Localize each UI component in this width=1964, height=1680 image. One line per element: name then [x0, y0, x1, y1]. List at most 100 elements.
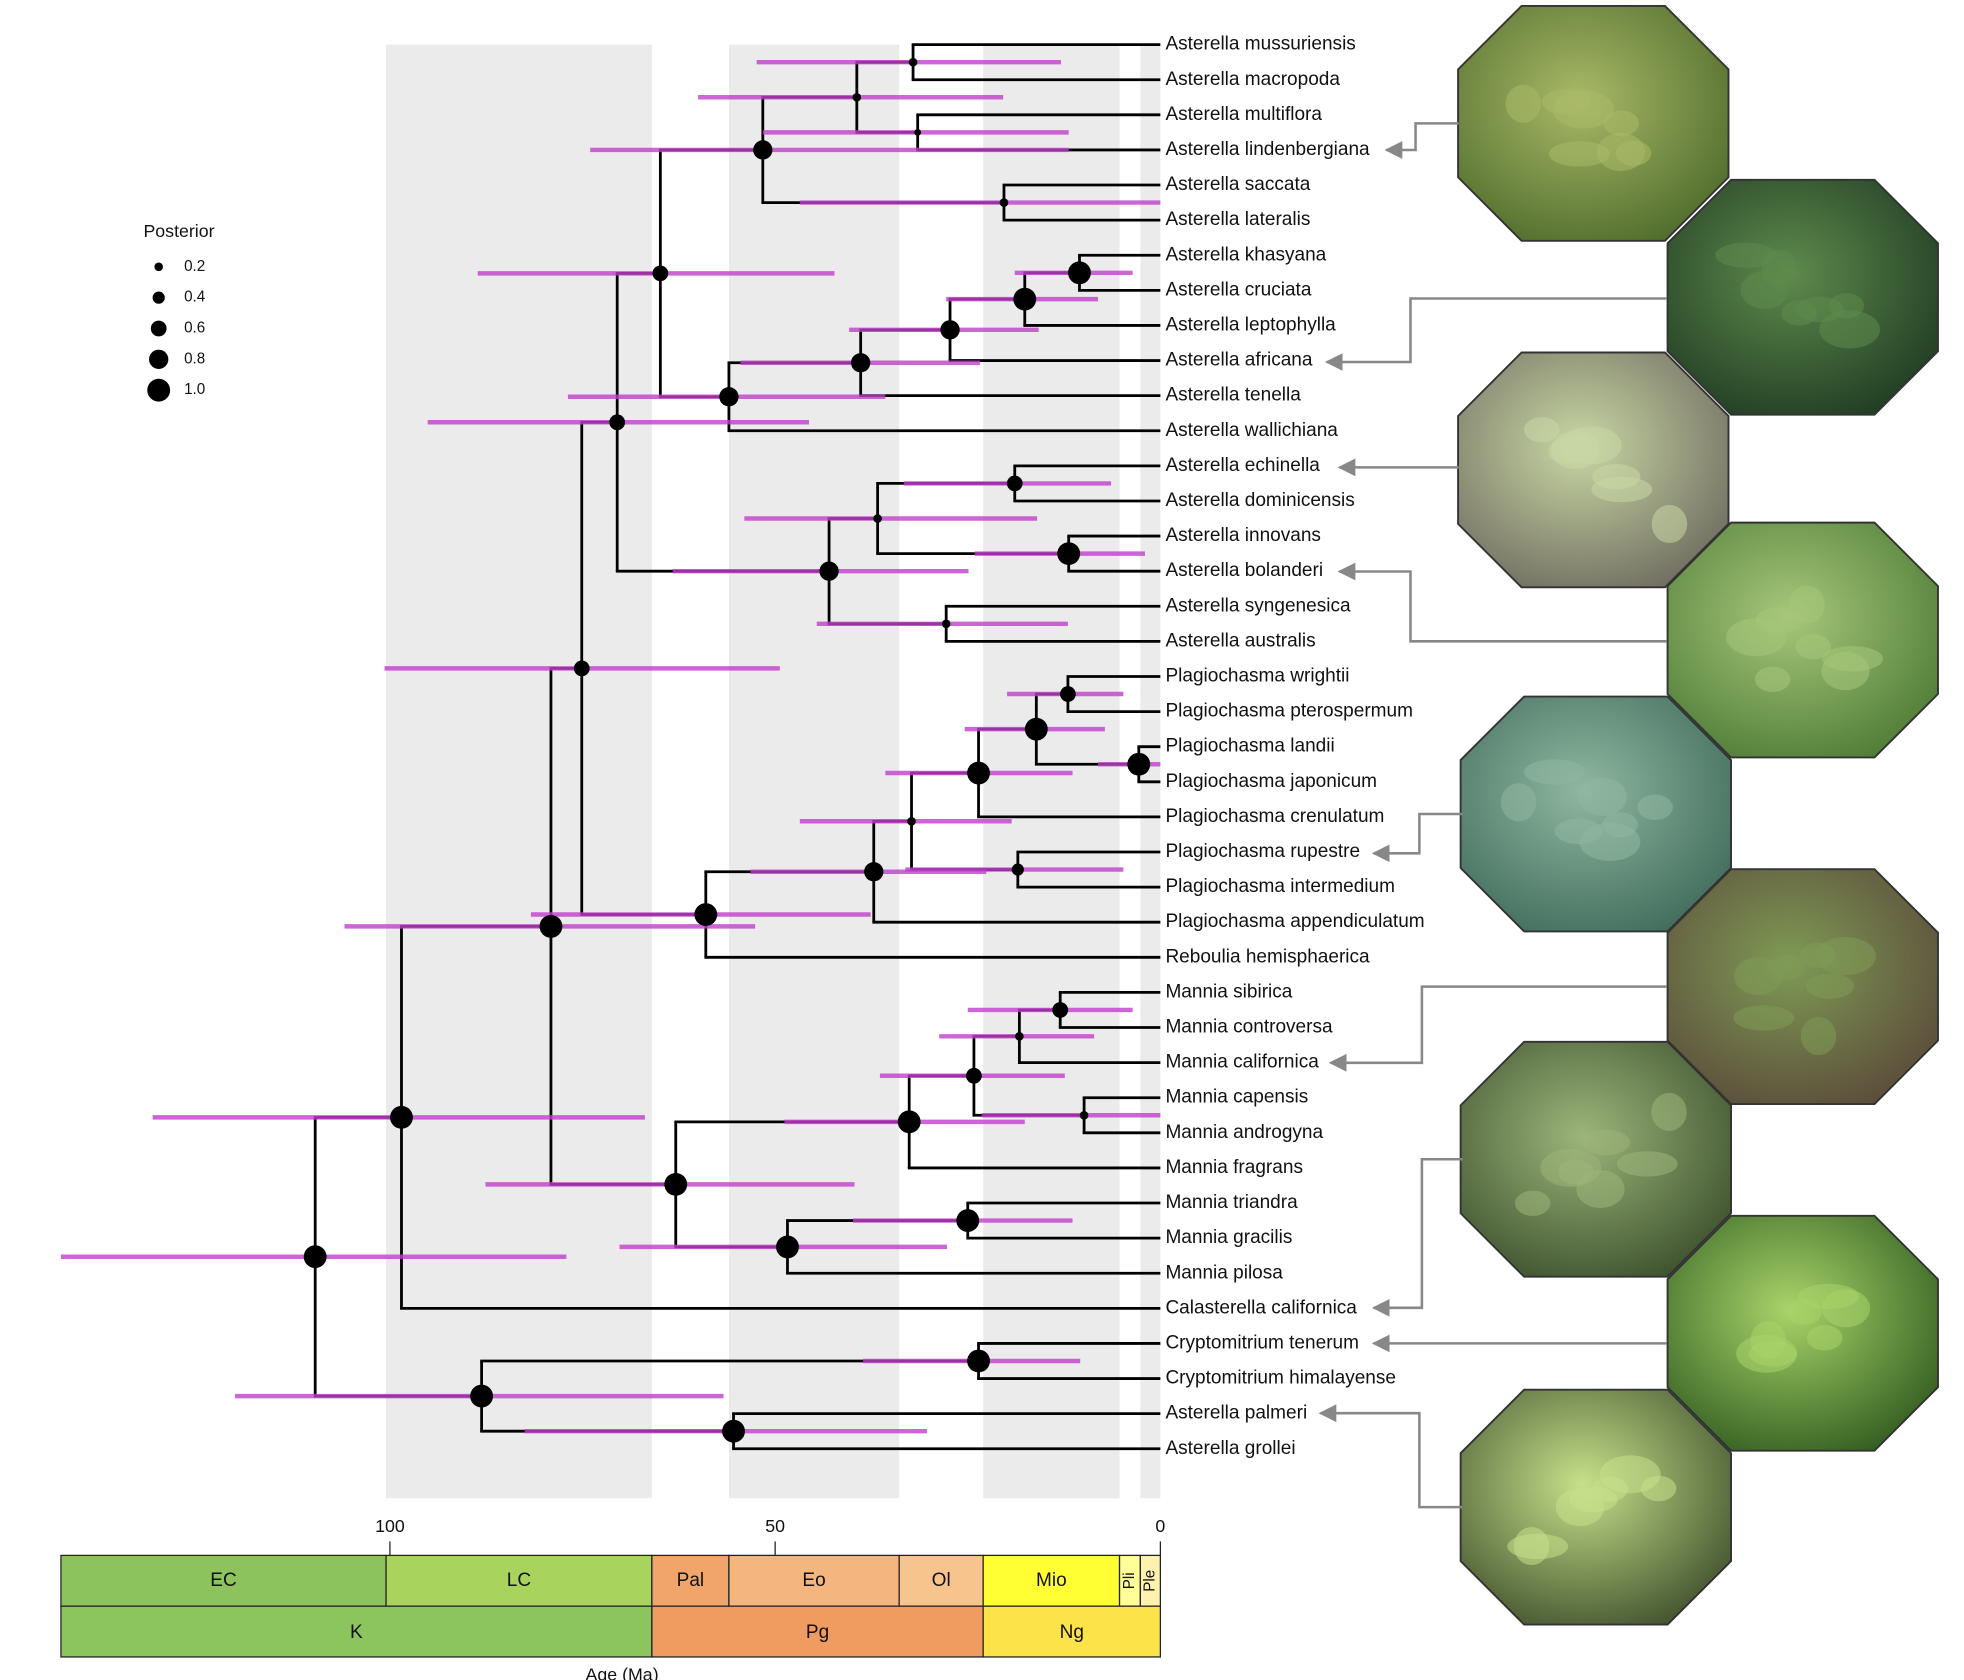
tip-label: Plagiochasma intermedium	[1165, 876, 1395, 897]
photo-texture	[1733, 1005, 1795, 1031]
photo-texture	[1548, 141, 1610, 167]
tip-label: Asterella wallichiana	[1165, 420, 1338, 441]
node-dot	[967, 1349, 990, 1373]
photo-texture	[1514, 1190, 1551, 1216]
period-box	[651, 1605, 984, 1658]
legend-dot	[147, 378, 171, 402]
period-label: K	[350, 1622, 363, 1643]
node-dot	[753, 140, 773, 160]
legend-label: 0.4	[184, 289, 206, 306]
tip-label: Cryptomitrium himalayense	[1165, 1368, 1396, 1389]
arrow	[1337, 562, 1667, 643]
node-dot	[722, 1419, 745, 1443]
node-dot	[694, 903, 718, 926]
node-dot	[999, 198, 1009, 207]
tip-label: Asterella grollei	[1165, 1438, 1295, 1459]
node-dot	[1060, 686, 1076, 702]
epoch-box	[60, 1554, 387, 1607]
legend-dot	[149, 349, 169, 369]
photo-texture	[1513, 1527, 1550, 1566]
epoch-band	[386, 44, 652, 1499]
node-dot	[652, 265, 669, 282]
photo-texture	[1637, 794, 1673, 820]
node-dot	[1015, 1031, 1024, 1041]
x-axis-label: Age (Ma)	[586, 1665, 659, 1680]
tip-label: Asterella bolanderi	[1165, 560, 1323, 581]
tip-label: Asterella syngenesica	[1165, 595, 1351, 616]
photo-texture	[1505, 84, 1542, 123]
photo-texture	[1734, 957, 1783, 996]
tip-label: Reboulia hemisphaerica	[1165, 946, 1370, 967]
photo-texture	[1603, 110, 1639, 137]
tip-label: Plagiochasma wrightii	[1165, 666, 1349, 687]
tip-label: Asterella tenella	[1165, 385, 1301, 406]
photo-texture	[1651, 1092, 1687, 1131]
node-dot	[1006, 475, 1023, 492]
photo-texture	[1805, 973, 1855, 999]
legend-label: 0.8	[184, 350, 205, 367]
node-dot	[914, 128, 922, 136]
epoch-label: EC	[210, 1570, 237, 1591]
node-dot	[940, 320, 960, 340]
tip-label: Asterella australis	[1165, 630, 1315, 651]
photo	[1666, 868, 1939, 1106]
tip-label: Mannia sibirica	[1165, 981, 1292, 1002]
arrow	[1384, 122, 1459, 159]
tip-label: Mannia pilosa	[1165, 1262, 1283, 1283]
tip-label: Mannia gracilis	[1165, 1227, 1292, 1248]
arrow	[1328, 985, 1667, 1072]
epoch-label: Ple	[1141, 1570, 1158, 1592]
epoch-box	[651, 1554, 730, 1607]
photo-texture	[1500, 783, 1537, 822]
tip-label: Plagiochasma rupestre	[1165, 841, 1360, 862]
period-box	[60, 1605, 653, 1658]
photo-layer	[1457, 4, 1939, 1626]
epoch-label: Eo	[802, 1570, 825, 1591]
epoch-label: LC	[507, 1570, 532, 1591]
tip-label: Asterella africana	[1165, 350, 1312, 371]
node-dot	[1127, 752, 1151, 776]
tip-label: Mannia californica	[1165, 1052, 1319, 1073]
label-layer: EC LC Pal Eo Ol Mio Pli Ple K Pg Ng 100 50 0 Asterella…	[60, 34, 1425, 1658]
photo-texture	[1581, 1129, 1631, 1156]
tip-label: Calasterella californica	[1165, 1297, 1357, 1318]
tip-label: Plagiochasma japonicum	[1165, 771, 1377, 792]
tip-label: Asterella lateralis	[1165, 209, 1310, 230]
epoch-box	[982, 1554, 1121, 1607]
node-dot	[539, 914, 563, 938]
epoch-label: Mio	[1036, 1570, 1067, 1591]
node-dot	[851, 353, 871, 373]
epoch-box	[898, 1554, 984, 1607]
epoch-band	[1140, 44, 1161, 1499]
node-dot	[776, 1235, 799, 1259]
node-dot	[719, 387, 739, 407]
node-dot	[1013, 287, 1037, 311]
legend-dot	[150, 320, 167, 337]
node-dot	[956, 1209, 980, 1233]
period-label: Ng	[1060, 1622, 1084, 1643]
photo-texture	[1819, 310, 1881, 349]
tip-label: Plagiochasma appendiculatum	[1165, 911, 1424, 932]
epoch-band	[728, 44, 900, 1499]
tip-label: Asterella multiflora	[1165, 104, 1322, 125]
node-dot	[664, 1172, 688, 1196]
photo-texture	[1615, 140, 1652, 166]
photo-texture	[1800, 1017, 1837, 1056]
photo-texture	[1754, 666, 1791, 693]
node-dot	[897, 1110, 921, 1134]
node-dot	[852, 92, 862, 102]
legend-label: 0.6	[184, 320, 205, 337]
tip-label: Mannia capensis	[1165, 1087, 1308, 1108]
x-tick-label: 100	[375, 1516, 405, 1536]
node-dot	[966, 1067, 982, 1084]
arrows	[1318, 122, 1667, 1509]
photo	[1666, 178, 1939, 416]
photo-texture	[1726, 618, 1787, 657]
tip-label: Cryptomitrium tenerum	[1165, 1332, 1359, 1353]
photo-texture	[1822, 646, 1883, 672]
legend-dot	[154, 262, 164, 272]
tip-label: Asterella macropoda	[1165, 69, 1340, 90]
epoch-label: Ol	[932, 1570, 951, 1591]
node-dot	[1068, 261, 1091, 285]
